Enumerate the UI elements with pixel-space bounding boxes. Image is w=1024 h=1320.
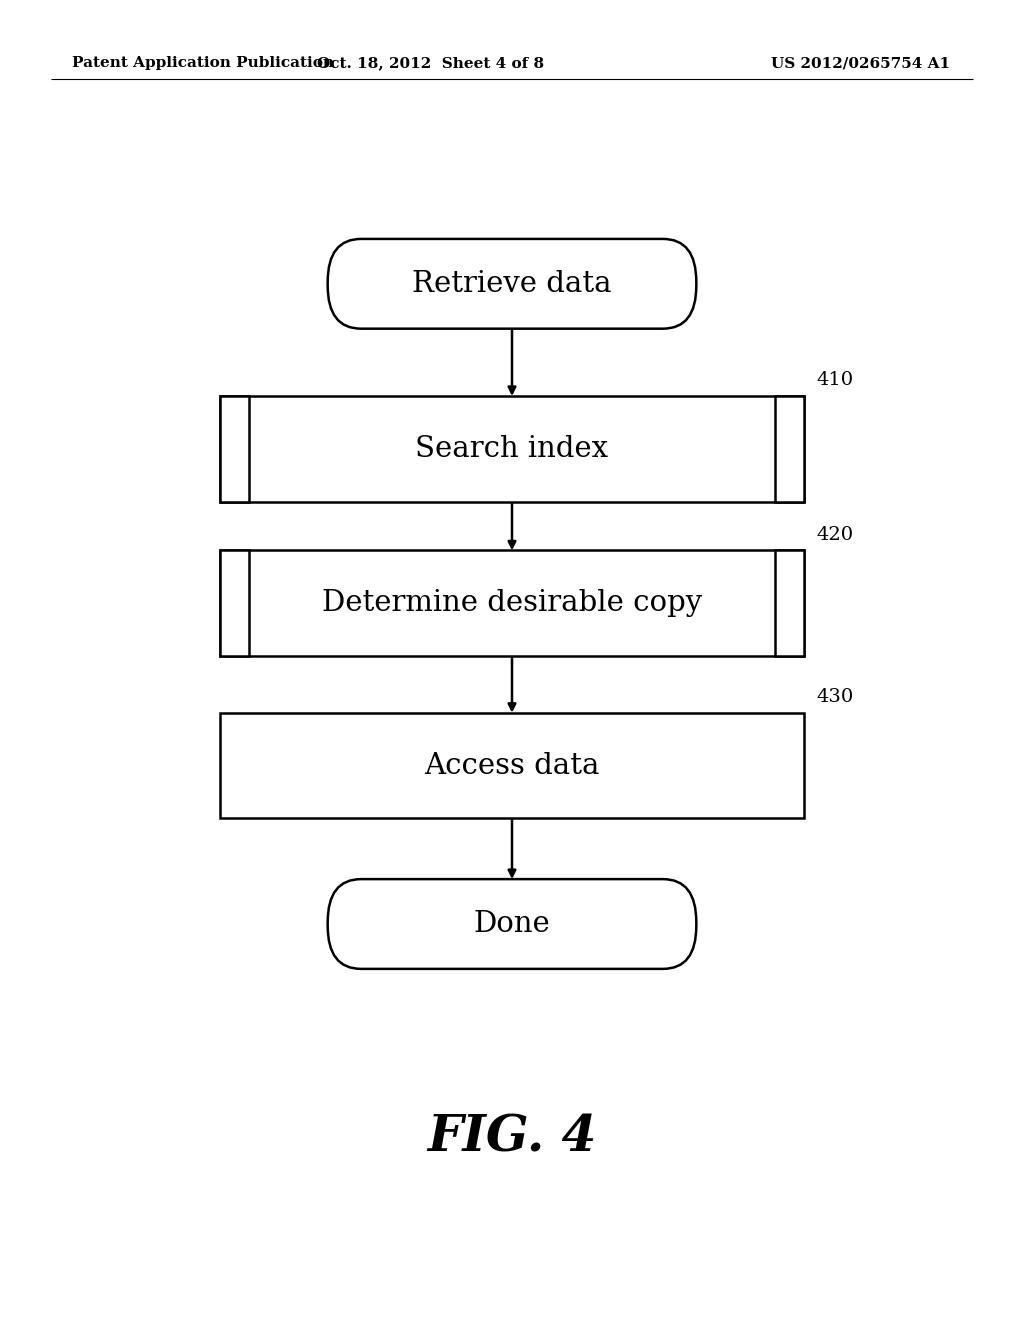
Text: Access data: Access data	[424, 751, 600, 780]
Text: 430: 430	[816, 688, 853, 706]
Bar	[220, 396, 804, 502]
FancyBboxPatch shape	[328, 239, 696, 329]
Text: Oct. 18, 2012  Sheet 4 of 8: Oct. 18, 2012 Sheet 4 of 8	[316, 57, 544, 70]
Bar	[220, 396, 249, 502]
Text: Retrieve data: Retrieve data	[413, 269, 611, 298]
Text: Done: Done	[474, 909, 550, 939]
Text: 420: 420	[816, 525, 853, 544]
Bar	[220, 550, 249, 656]
Bar	[220, 713, 804, 818]
Text: Patent Application Publication: Patent Application Publication	[72, 57, 334, 70]
Bar	[775, 396, 804, 502]
Text: Search index: Search index	[416, 434, 608, 463]
Bar	[775, 550, 804, 656]
Bar	[220, 550, 804, 656]
Text: 410: 410	[816, 371, 853, 389]
Text: FIG. 4: FIG. 4	[427, 1113, 597, 1163]
Text: Determine desirable copy: Determine desirable copy	[322, 589, 702, 618]
FancyBboxPatch shape	[328, 879, 696, 969]
Text: US 2012/0265754 A1: US 2012/0265754 A1	[771, 57, 949, 70]
